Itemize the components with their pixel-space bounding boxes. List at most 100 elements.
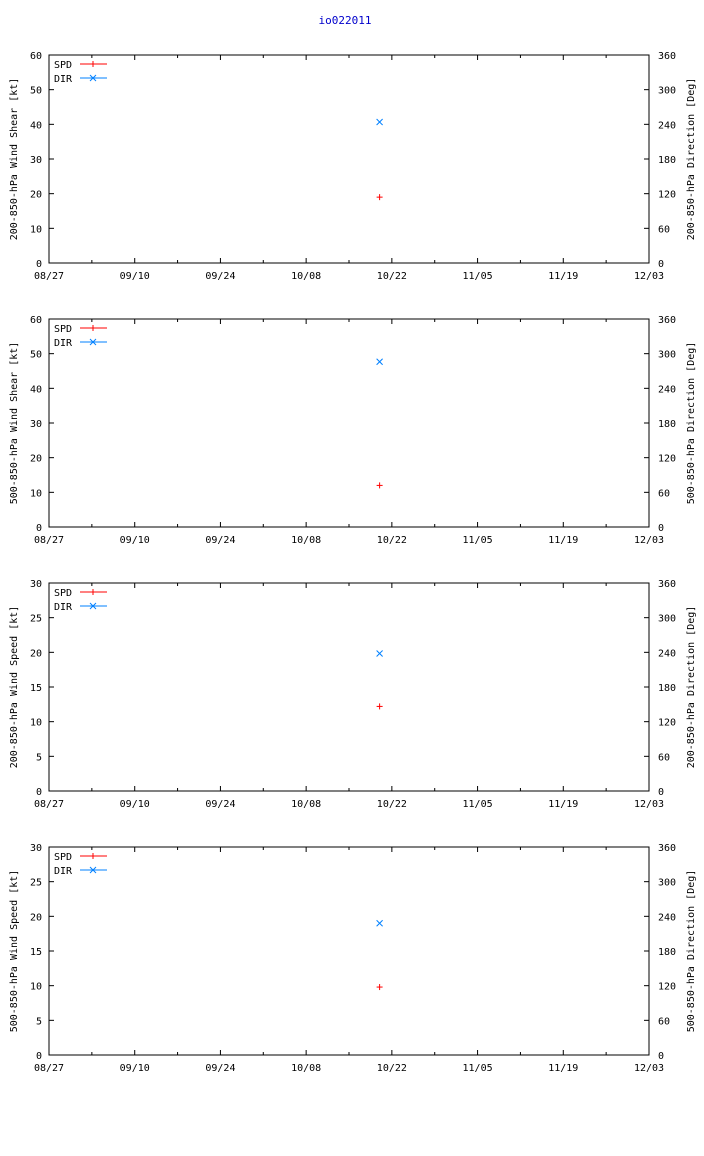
y2-tick-label: 240: [658, 648, 676, 659]
y-axis-label: 500-850-hPa Wind Shear [kt]: [9, 342, 20, 505]
x-tick-label: 09/24: [205, 799, 235, 810]
x-tick-label: 09/24: [205, 535, 235, 546]
y2-tick-label: 240: [658, 120, 676, 131]
y-tick-label: 10: [30, 982, 42, 993]
y-tick-label: 5: [36, 752, 42, 763]
x-tick-label: 08/27: [34, 1063, 64, 1074]
y-tick-label: 20: [30, 454, 42, 465]
y2-axis-label: 200-850-hPa Direction [Deg]: [686, 606, 697, 769]
x-tick-label: 11/19: [548, 271, 578, 282]
x-tick-label: 09/10: [120, 535, 150, 546]
x-tick-label: 09/10: [120, 271, 150, 282]
data-point-spd: [376, 984, 383, 991]
y-tick-label: 0: [36, 1051, 42, 1062]
y2-tick-label: 300: [658, 878, 676, 889]
legend-label-spd: SPD: [54, 852, 72, 863]
page-title: io022011: [318, 14, 372, 27]
x-tick-label: 11/19: [548, 535, 578, 546]
x-tick-label: 11/19: [548, 799, 578, 810]
x-tick-label: 11/05: [463, 1063, 493, 1074]
x-tick-label: 12/03: [634, 271, 664, 282]
legend-label-dir: DIR: [54, 74, 73, 85]
y2-tick-label: 120: [658, 982, 676, 993]
y-tick-label: 10: [30, 718, 42, 729]
legend-label-dir: DIR: [54, 338, 73, 349]
y-tick-label: 0: [36, 787, 42, 798]
y2-tick-label: 120: [658, 454, 676, 465]
legend-marker-spd: [90, 325, 96, 331]
y2-tick-label: 300: [658, 350, 676, 361]
x-tick-label: 10/22: [377, 799, 407, 810]
y-tick-label: 60: [30, 51, 42, 62]
data-point-dir: [376, 358, 383, 366]
y-tick-label: 30: [30, 419, 42, 430]
x-tick-label: 09/24: [205, 271, 235, 282]
y-tick-label: 15: [30, 947, 42, 958]
x-tick-label: 12/03: [634, 1063, 664, 1074]
x-tick-label: 10/22: [377, 1063, 407, 1074]
y2-tick-label: 60: [658, 752, 670, 763]
x-tick-label: 11/05: [463, 271, 493, 282]
y2-axis-label: 200-850-hPa Direction [Deg]: [686, 78, 697, 241]
y2-tick-label: 180: [658, 155, 676, 166]
y-tick-label: 30: [30, 843, 42, 854]
y2-tick-label: 120: [658, 718, 676, 729]
data-point-dir: [376, 919, 383, 927]
y2-axis-label: 500-850-hPa Direction [Deg]: [686, 870, 697, 1033]
y2-tick-label: 60: [658, 224, 670, 235]
y2-tick-label: 360: [658, 579, 676, 590]
legend-marker-dir: [89, 866, 97, 874]
y-tick-label: 15: [30, 683, 42, 694]
y-axis-label: 500-850-hPa Wind Speed [kt]: [9, 870, 20, 1033]
x-tick-label: 08/27: [34, 535, 64, 546]
y-tick-label: 40: [30, 120, 42, 131]
x-tick-label: 10/08: [291, 271, 321, 282]
y2-tick-label: 360: [658, 51, 676, 62]
x-tick-label: 08/27: [34, 799, 64, 810]
plot-frame: [48, 54, 650, 264]
y-axis-label: 200-850-hPa Wind Shear [kt]: [9, 78, 20, 241]
x-tick-label: 08/27: [34, 271, 64, 282]
data-point-spd: [376, 482, 383, 489]
y-tick-label: 10: [30, 224, 42, 235]
x-tick-label: 10/08: [291, 535, 321, 546]
y-tick-label: 50: [30, 86, 42, 97]
data-point-spd: [376, 194, 383, 201]
y2-tick-label: 120: [658, 190, 676, 201]
y2-tick-label: 240: [658, 384, 676, 395]
y2-tick-label: 0: [658, 787, 664, 798]
y-tick-label: 20: [30, 648, 42, 659]
y2-tick-label: 360: [658, 315, 676, 326]
y2-axis-label: 500-850-hPa Direction [Deg]: [686, 342, 697, 505]
plot-frame: [48, 846, 650, 1056]
x-tick-label: 11/05: [463, 799, 493, 810]
x-tick-label: 11/05: [463, 535, 493, 546]
legend-marker-dir: [89, 74, 97, 82]
y-tick-label: 5: [36, 1016, 42, 1027]
y2-tick-label: 60: [658, 488, 670, 499]
legend-marker-dir: [89, 338, 97, 346]
legend-marker-dir: [89, 602, 97, 610]
plot-frame: [48, 582, 650, 792]
x-tick-label: 09/10: [120, 1063, 150, 1074]
y2-tick-label: 0: [658, 259, 664, 270]
legend-marker-spd: [90, 61, 96, 67]
x-tick-label: 11/19: [548, 1063, 578, 1074]
y-tick-label: 40: [30, 384, 42, 395]
y2-tick-label: 0: [658, 1051, 664, 1062]
y-tick-label: 0: [36, 259, 42, 270]
y-tick-label: 30: [30, 155, 42, 166]
y2-tick-label: 0: [658, 523, 664, 534]
x-tick-label: 09/24: [205, 1063, 235, 1074]
x-tick-label: 10/22: [377, 535, 407, 546]
y-tick-label: 25: [30, 878, 42, 889]
legend-marker-spd: [90, 853, 96, 859]
y-tick-label: 25: [30, 614, 42, 625]
legend-label-spd: SPD: [54, 588, 72, 599]
y2-tick-label: 180: [658, 683, 676, 694]
x-tick-label: 12/03: [634, 535, 664, 546]
y-tick-label: 20: [30, 190, 42, 201]
y-tick-label: 20: [30, 912, 42, 923]
data-point-dir: [376, 650, 383, 657]
